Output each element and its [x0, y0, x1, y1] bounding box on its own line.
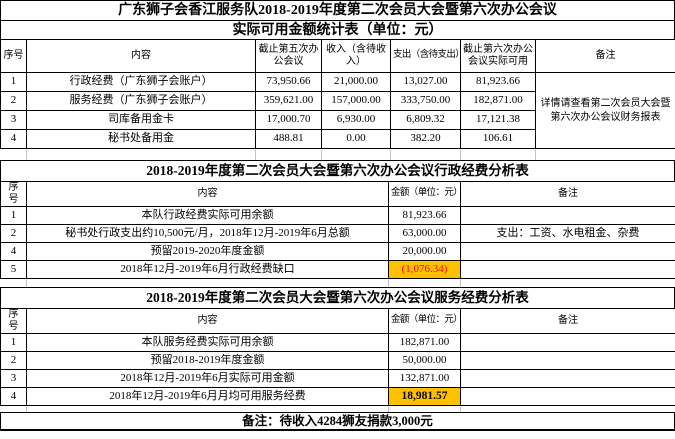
- remark-cell: [460, 260, 675, 279]
- seq-cell: 1: [0, 206, 27, 225]
- content-cell: 2018年12月-2019年6月月均可用服务经费: [26, 387, 389, 406]
- content-cell: 秘书处备用金: [26, 129, 256, 149]
- table-row: 3 司库备用金卡 17,000.70 6,930.00 6,809.32 17,…: [0, 110, 675, 130]
- amount-cell: 73,950.66: [255, 72, 322, 92]
- seq-cell: 1: [0, 333, 27, 352]
- amount-cell: 359,621.00: [255, 91, 322, 111]
- amount-cell: 333,750.00: [390, 91, 461, 111]
- grid-spacer: [0, 149, 675, 161]
- header-remark: 备注: [535, 39, 675, 73]
- amount-cell: 182,871.00: [460, 91, 536, 111]
- table-row: 4 秘书处备用金 488.81 0.00 382.20 106.61: [0, 129, 675, 149]
- header-amount: 金额（单位：元）: [388, 308, 461, 334]
- amount-cell: 488.81: [255, 129, 322, 149]
- table-row: 1 行政经费（广东狮子会账户） 73,950.66 21,000.00 13,0…: [0, 72, 675, 149]
- amount-cell: 21,000.00: [321, 72, 391, 92]
- header-income: 收入（含待收入）: [321, 39, 391, 73]
- header-seq: 序号: [0, 181, 27, 207]
- header-remark: 备注: [460, 181, 675, 207]
- summary-table: 序号 内容 截止第五次办公会议 收入（含待收入） 支出（含待支出） 截止第六次办…: [0, 39, 675, 149]
- content-cell: 司库备用金卡: [26, 110, 256, 130]
- amount-cell: 81,923.66: [460, 72, 536, 92]
- seq-cell: 5: [0, 260, 27, 279]
- remark-cell: [460, 206, 675, 225]
- table-row: 1 本队行政经费实际可用余额 81,923.66: [0, 206, 675, 225]
- seq-cell: 2: [0, 224, 27, 243]
- amount-cell: 13,027.00: [390, 72, 461, 92]
- amount-cell: 6,809.32: [390, 110, 461, 130]
- table-row: 4 2018年12月-2019年6月月均可用服务经费 18,981.57: [0, 387, 675, 406]
- content-cell: 服务经费（广东狮子会账户）: [26, 91, 256, 111]
- admin-header-row: 序号 内容 金额（单位：元） 备注: [0, 181, 675, 207]
- content-cell: 秘书处行政支出约10,500元/月，2018年12月-2019年6月总额: [26, 224, 389, 243]
- table-row: 4 预留2019-2020年度金额 20,000.00: [0, 242, 675, 261]
- table-row: 5 2018年12月-2019年6月行政经费缺口 (1,076.34): [0, 260, 675, 279]
- grid-spacer: [0, 406, 675, 412]
- header-until-5th-meeting: 截止第五次办公会议: [255, 39, 322, 73]
- service-expense-table: 序号 内容 金额（单位：元） 备注 1 本队服务经费实际可用余额 182,871…: [0, 308, 675, 406]
- content-cell: 2018年12月-2019年6月行政经费缺口: [26, 260, 389, 279]
- amount-cell: 157,000.00: [321, 91, 391, 111]
- table-row: 2 秘书处行政支出约10,500元/月，2018年12月-2019年6月总额 6…: [0, 224, 675, 243]
- remark-cell: [460, 242, 675, 261]
- seq-cell: 3: [0, 110, 27, 130]
- content-cell: 行政经费（广东狮子会账户）: [26, 72, 256, 92]
- header-expense: 支出（含待支出）: [390, 39, 461, 73]
- seq-cell: 4: [0, 387, 27, 406]
- seq-cell: 1: [0, 72, 27, 92]
- admin-table-title: 2018-2019年度第二次会员大会暨第六次办公会议行政经费分析表: [0, 160, 675, 182]
- doc-title-line1: 广东狮子会香江服务队2018-2019年度第二次会员大会暨第六次办公会议: [0, 0, 675, 21]
- amount-cell: 63,000.00: [388, 224, 461, 243]
- amount-cell: 182,871.00: [388, 333, 461, 352]
- table-row: 2 预留2018-2019年度金额 50,000.00: [0, 351, 675, 370]
- remark-cell: [460, 351, 675, 370]
- amount-cell: 50,000.00: [388, 351, 461, 370]
- remark-cell: 支出：工资、水电租金、杂费: [460, 224, 675, 243]
- header-until-6th-meeting: 截止第六次办公会议实际可用: [460, 39, 536, 73]
- header-seq: 序号: [0, 308, 27, 334]
- amount-cell: 17,000.70: [255, 110, 322, 130]
- content-cell: 预留2019-2020年度金额: [26, 242, 389, 261]
- amount-cell: 17,121.38: [460, 110, 536, 130]
- amount-cell: 382.20: [390, 129, 461, 149]
- summary-header-row: 序号 内容 截止第五次办公会议 收入（含待收入） 支出（含待支出） 截止第六次办…: [0, 39, 675, 73]
- footer-note: 备注：待收入4284狮友捐款3,000元: [0, 412, 675, 431]
- admin-deficit-highlight-cell: (1,076.34): [388, 260, 461, 279]
- admin-expense-table: 序号 内容 金额（单位：元） 备注 1 本队行政经费实际可用余额 81,923.…: [0, 181, 675, 279]
- content-cell: 2018年12月-2019年6月实际可用金额: [26, 369, 389, 388]
- amount-cell: 0.00: [321, 129, 391, 149]
- remark-cell: [460, 333, 675, 352]
- table-row: 1 本队服务经费实际可用余额 182,871.00: [0, 333, 675, 352]
- content-cell: 预留2018-2019年度金额: [26, 351, 389, 370]
- service-table-title: 2018-2019年度第二次会员大会暨第六次办公会议服务经费分析表: [0, 287, 675, 309]
- header-seq: 序号: [0, 39, 27, 73]
- seq-cell: 3: [0, 369, 27, 388]
- header-amount: 金额（单位：元）: [388, 181, 461, 207]
- amount-cell: 81,923.66: [388, 206, 461, 225]
- content-cell: 本队服务经费实际可用余额: [26, 333, 389, 352]
- header-content: 内容: [26, 181, 389, 207]
- amount-cell: 6,930.00: [321, 110, 391, 130]
- header-remark: 备注: [460, 308, 675, 334]
- content-cell: 本队行政经费实际可用余额: [26, 206, 389, 225]
- seq-cell: 2: [0, 351, 27, 370]
- remark-cell: [460, 369, 675, 388]
- amount-cell: 132,871.00: [388, 369, 461, 388]
- service-header-row: 序号 内容 金额（单位：元） 备注: [0, 308, 675, 334]
- amount-cell: 20,000.00: [388, 242, 461, 261]
- header-content: 内容: [26, 39, 256, 73]
- remark-cell: [460, 387, 675, 406]
- merged-remark-cell: 详情请查看第二次会员大会暨第六次办公会议财务报表: [535, 72, 675, 149]
- seq-cell: 4: [0, 242, 27, 261]
- amount-cell: 106.61: [460, 129, 536, 149]
- seq-cell: 2: [0, 91, 27, 111]
- doc-title-line2: 实际可用金额统计表（单位：元）: [0, 20, 675, 40]
- service-monthly-highlight-cell: 18,981.57: [388, 387, 461, 406]
- grid-spacer: [0, 279, 675, 288]
- table-row: 3 2018年12月-2019年6月实际可用金额 132,871.00: [0, 369, 675, 388]
- header-content: 内容: [26, 308, 389, 334]
- seq-cell: 4: [0, 129, 27, 149]
